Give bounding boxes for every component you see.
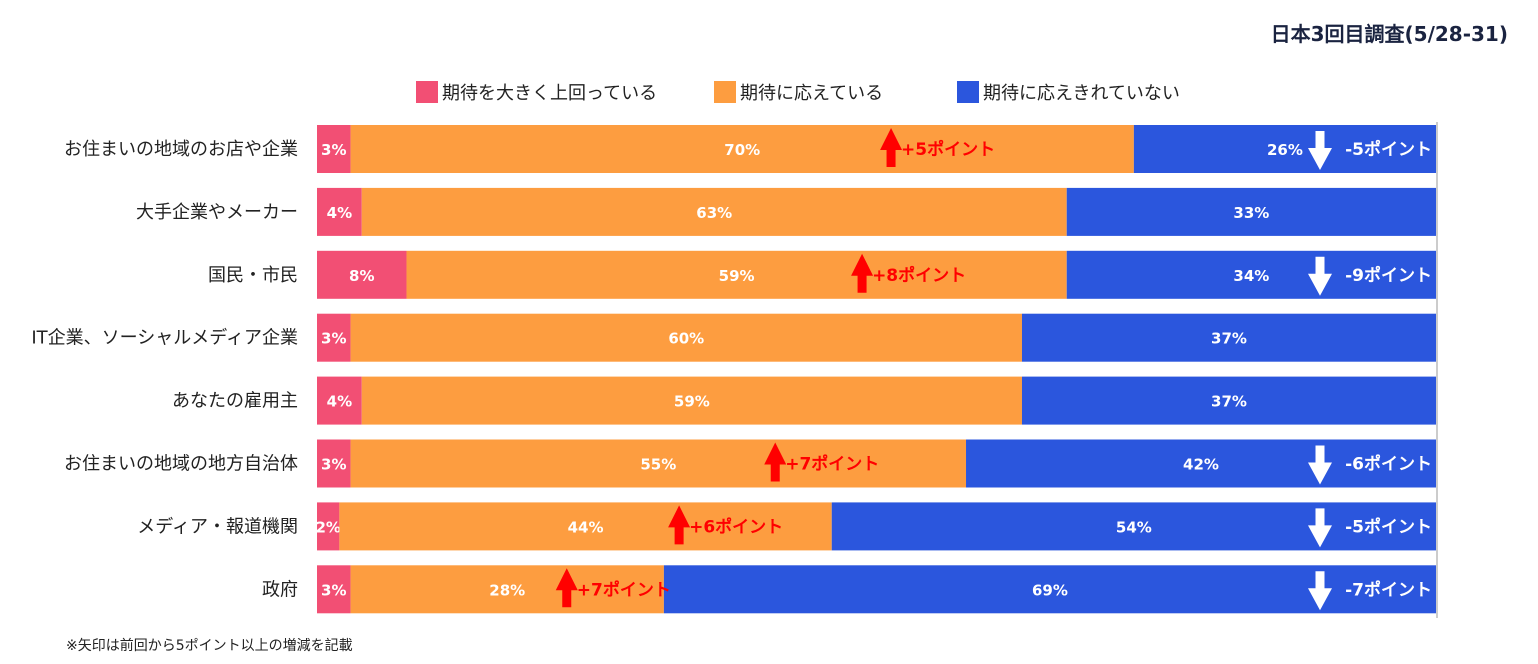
- change-label-notmeet: -5ポイント: [1345, 139, 1432, 160]
- bar-segment-exceed: [317, 125, 351, 173]
- change-label-meet: +6ポイント: [689, 516, 783, 537]
- bar-segment-exceed: [317, 502, 340, 551]
- legend-item-notmeet: 期待に応えきれていない: [957, 78, 1180, 106]
- category-label: メディア・報道機関: [137, 516, 298, 537]
- data-label-meet: 44%: [568, 518, 604, 536]
- change-label-meet: +5ポイント: [901, 139, 995, 160]
- data-label-notmeet: 42%: [1183, 456, 1219, 474]
- data-label-exceed: 3%: [321, 141, 346, 159]
- data-label-notmeet: 54%: [1116, 518, 1152, 536]
- bar-segment-exceed: [317, 250, 407, 299]
- bar-segment-notmeet: [831, 502, 1436, 551]
- data-label-meet: 63%: [696, 204, 732, 222]
- legend-label-notmeet: 期待に応えきれていない: [983, 83, 1180, 104]
- bar-segment-exceed: [317, 439, 351, 488]
- bar-segment-meet: [406, 250, 1067, 299]
- data-label-meet: 59%: [719, 267, 755, 285]
- legend-item-exceed: 期待を大きく上回っている: [416, 78, 657, 106]
- data-label-notmeet: 34%: [1233, 267, 1269, 285]
- data-label-exceed: 3%: [321, 456, 346, 474]
- category-label: IT企業、ソーシャルメディア企業: [31, 328, 298, 349]
- category-label: お住まいの地域のお店や企業: [64, 139, 298, 160]
- bar-segment-meet: [339, 502, 832, 551]
- bar-segment-exceed: [317, 376, 362, 425]
- chart-title: 日本3回目調査(5/28-31): [1270, 22, 1508, 46]
- data-label-exceed: 8%: [349, 267, 374, 285]
- bar-segment-exceed: [317, 313, 351, 362]
- change-label-notmeet: -6ポイント: [1345, 454, 1432, 475]
- category-label: 政府: [262, 579, 298, 600]
- bar-segment-meet: [350, 439, 967, 488]
- bar-segment-notmeet: [1133, 125, 1436, 173]
- category-label: 大手企業やメーカー: [136, 202, 298, 223]
- bar-segment-exceed: [317, 187, 362, 236]
- bar-segment-notmeet: [663, 565, 1436, 614]
- legend-label-exceed: 期待を大きく上回っている: [442, 83, 658, 104]
- data-label-meet: 28%: [489, 581, 525, 599]
- legend-swatch-notmeet: [957, 81, 979, 103]
- legend-item-meet: 期待に応えている: [714, 78, 883, 106]
- data-label-meet: 70%: [724, 141, 760, 159]
- data-label-exceed: 3%: [321, 581, 346, 599]
- bar-segment-notmeet: [1066, 187, 1436, 236]
- footnote: ※矢印は前回から5ポイント以上の増減を記載: [66, 638, 353, 654]
- bar-segment-meet: [350, 125, 1134, 173]
- legend-swatch-meet: [714, 81, 736, 103]
- change-label-meet: +7ポイント: [577, 579, 671, 600]
- category-label: お住まいの地域の地方自治体: [64, 454, 298, 475]
- data-label-meet: 60%: [668, 330, 704, 348]
- up-arrow-icon: [851, 253, 874, 293]
- data-label-exceed: 2%: [315, 518, 340, 536]
- up-arrow-icon: [668, 505, 691, 545]
- up-arrow-icon: [880, 128, 903, 167]
- bar-segment-notmeet: [1066, 250, 1436, 299]
- legend-label-meet: 期待に応えている: [740, 83, 884, 104]
- legend-swatch-exceed: [416, 81, 438, 103]
- change-label-notmeet: -9ポイント: [1345, 265, 1432, 286]
- down-arrow-icon: [1308, 256, 1332, 296]
- data-label-meet: 59%: [674, 393, 710, 411]
- change-label-meet: +8ポイント: [872, 265, 966, 286]
- bar-segment-notmeet: [1021, 376, 1436, 425]
- data-label-notmeet: 69%: [1032, 581, 1068, 599]
- data-label-meet: 55%: [640, 456, 676, 474]
- change-label-notmeet: -7ポイント: [1345, 579, 1432, 600]
- data-label-exceed: 4%: [327, 393, 352, 411]
- down-arrow-icon: [1308, 445, 1332, 485]
- change-label-meet: +7ポイント: [785, 454, 879, 475]
- down-arrow-icon: [1308, 131, 1332, 170]
- up-arrow-icon: [764, 442, 787, 482]
- data-label-notmeet: 26%: [1267, 141, 1303, 159]
- bar-segment-meet: [350, 313, 1022, 362]
- data-label-notmeet: 37%: [1211, 330, 1247, 348]
- bar-segment-notmeet: [1021, 313, 1436, 362]
- category-label: あなたの雇用主: [172, 391, 298, 412]
- data-label-exceed: 3%: [321, 330, 346, 348]
- change-label-notmeet: -5ポイント: [1345, 516, 1432, 537]
- data-label-exceed: 4%: [327, 204, 352, 222]
- bar-segment-meet: [361, 187, 1067, 236]
- up-arrow-icon: [555, 568, 578, 608]
- data-label-notmeet: 37%: [1211, 393, 1247, 411]
- bar-segment-meet: [350, 565, 664, 614]
- bar-segment-meet: [361, 376, 1022, 425]
- bar-segment-exceed: [317, 565, 351, 614]
- bar-segment-notmeet: [966, 439, 1436, 488]
- down-arrow-icon: [1308, 508, 1332, 548]
- data-label-notmeet: 33%: [1233, 204, 1269, 222]
- category-label: 国民・市民: [208, 265, 298, 286]
- down-arrow-icon: [1308, 571, 1332, 611]
